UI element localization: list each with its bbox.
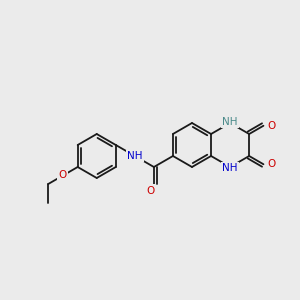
Text: O: O <box>58 170 67 180</box>
Text: O: O <box>267 121 276 131</box>
Text: NH: NH <box>222 163 238 173</box>
Text: NH: NH <box>127 151 142 161</box>
Text: O: O <box>147 185 155 196</box>
Text: O: O <box>267 159 276 169</box>
Text: NH: NH <box>222 117 238 127</box>
